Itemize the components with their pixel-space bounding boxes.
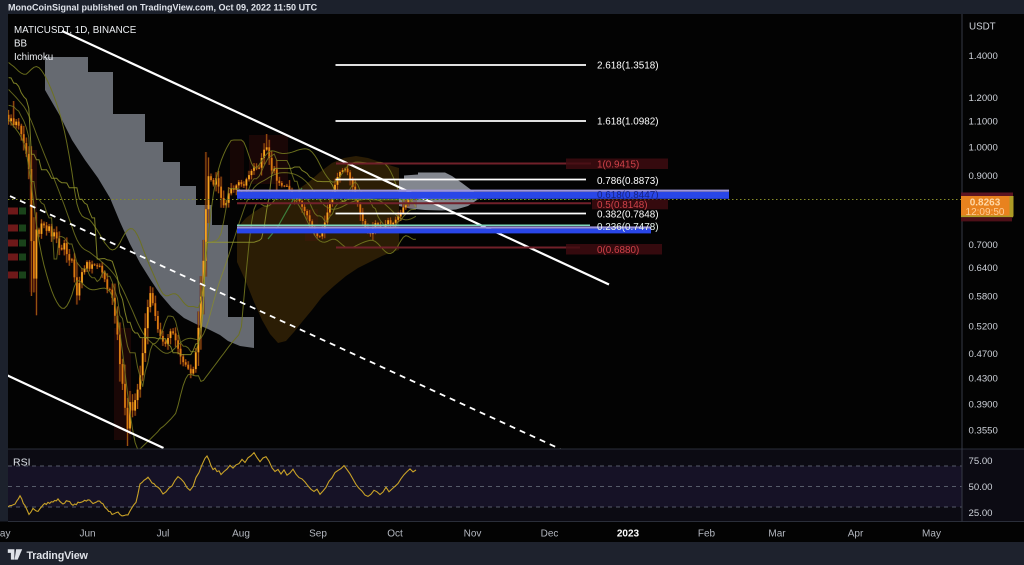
- svg-text:0.236(0.7478): 0.236(0.7478): [597, 222, 659, 233]
- svg-text:1(0.9415): 1(0.9415): [597, 160, 639, 171]
- svg-text:1.2000: 1.2000: [969, 93, 998, 104]
- svg-text:0.4700: 0.4700: [969, 349, 998, 360]
- svg-text:Mar: Mar: [768, 528, 786, 539]
- svg-text:Dec: Dec: [541, 528, 559, 539]
- svg-text:12:09:50: 12:09:50: [966, 207, 1005, 218]
- svg-text:May: May: [0, 528, 10, 539]
- svg-text:50.00: 50.00: [969, 482, 993, 493]
- svg-text:0.786(0.8873): 0.786(0.8873): [597, 176, 659, 187]
- svg-text:1.4000: 1.4000: [969, 51, 998, 62]
- svg-text:MonoCoinSignal published on Tr: MonoCoinSignal published on TradingView.…: [8, 3, 318, 13]
- svg-text:0.618(0.8447): 0.618(0.8447): [597, 190, 659, 201]
- svg-text:May: May: [922, 528, 941, 539]
- svg-text:1.618(1.0982): 1.618(1.0982): [597, 117, 659, 128]
- svg-text:0(0.6880): 0(0.6880): [597, 245, 639, 256]
- svg-text:Oct: Oct: [387, 528, 403, 539]
- svg-text:Nov: Nov: [464, 528, 482, 539]
- svg-text:Jul: Jul: [157, 528, 170, 539]
- svg-text:0.8263: 0.8263: [970, 198, 1001, 209]
- svg-text:0.5800: 0.5800: [969, 292, 998, 303]
- svg-text:0.7000: 0.7000: [969, 240, 998, 251]
- svg-text:Jun: Jun: [79, 528, 95, 539]
- svg-text:0.3900: 0.3900: [969, 400, 998, 411]
- svg-text:0.3550: 0.3550: [969, 426, 998, 437]
- svg-text:MATICUSDT, 1D, BINANCE: MATICUSDT, 1D, BINANCE: [14, 25, 137, 36]
- svg-text:0.382(0.7848): 0.382(0.7848): [597, 210, 659, 221]
- svg-text:Ichimoku: Ichimoku: [14, 52, 53, 63]
- svg-text:Feb: Feb: [698, 528, 716, 539]
- svg-text:BB: BB: [14, 39, 28, 50]
- svg-text:2.618(1.3518): 2.618(1.3518): [597, 61, 659, 72]
- svg-text:0.6400: 0.6400: [969, 263, 998, 274]
- svg-text:1.1000: 1.1000: [969, 117, 998, 128]
- svg-text:75.00: 75.00: [969, 456, 993, 467]
- svg-text:1.0000: 1.0000: [969, 143, 998, 154]
- svg-text:Apr: Apr: [848, 528, 864, 539]
- svg-text:Sep: Sep: [309, 528, 327, 539]
- svg-text:0.9000: 0.9000: [969, 171, 998, 182]
- svg-text:USDT: USDT: [969, 21, 996, 32]
- svg-text:0.5200: 0.5200: [969, 321, 998, 332]
- svg-text:Aug: Aug: [232, 528, 250, 539]
- svg-text:RSI: RSI: [13, 457, 31, 469]
- svg-text:TradingView: TradingView: [27, 550, 89, 562]
- svg-text:0.4300: 0.4300: [969, 373, 998, 384]
- svg-text:25.00: 25.00: [969, 508, 993, 519]
- svg-text:0.5(0.8148): 0.5(0.8148): [597, 200, 648, 211]
- svg-text:2023: 2023: [617, 528, 640, 539]
